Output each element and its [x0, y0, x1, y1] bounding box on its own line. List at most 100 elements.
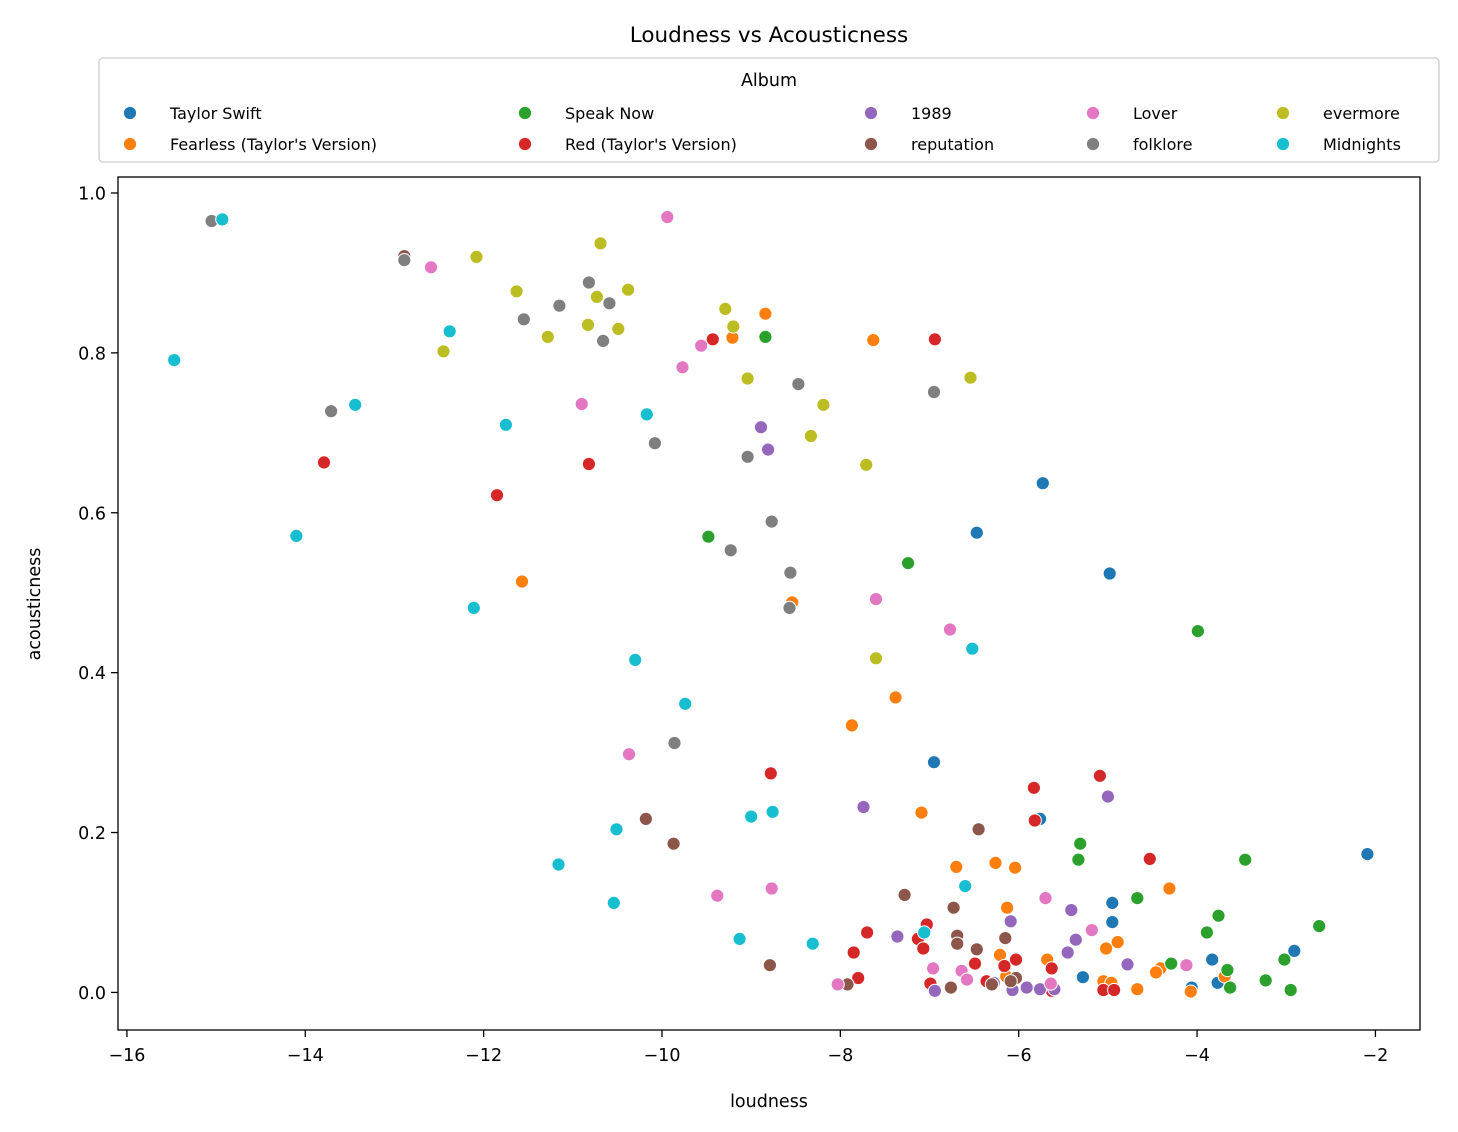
legend-items: Taylor Swift Fearless (Taylor's Version) S… — [122, 104, 1401, 154]
data-point — [581, 275, 597, 290]
data-point — [988, 855, 1003, 871]
x-tick-label: −12 — [465, 1046, 502, 1066]
data-point — [1003, 974, 1018, 989]
data-point — [723, 543, 738, 558]
data-point — [984, 977, 1000, 992]
data-point — [946, 900, 961, 915]
data-point — [969, 942, 984, 957]
data-point — [509, 284, 524, 299]
data-point — [593, 236, 608, 251]
plot-frame — [117, 176, 1421, 1031]
data-point — [943, 980, 959, 995]
data-point — [926, 384, 942, 400]
legend-marker — [517, 136, 533, 152]
data-point — [1019, 980, 1034, 995]
y-axis-label: acousticness — [25, 548, 45, 661]
legend-marker — [1275, 136, 1291, 152]
data-point — [666, 836, 681, 851]
data-point — [602, 296, 617, 311]
data-point — [1148, 965, 1164, 980]
legend-label: 1989 — [911, 104, 952, 123]
data-point — [1220, 962, 1235, 978]
data-point — [958, 879, 973, 894]
data-point — [782, 600, 797, 616]
legend-marker — [1085, 105, 1101, 121]
x-axis: −16 −14 −12 −10 −8 −6 −4 −2 — [108, 1030, 1388, 1066]
data-point — [1026, 780, 1042, 795]
data-point — [1199, 925, 1215, 940]
legend-label: Lover — [1133, 104, 1178, 123]
data-point — [764, 514, 779, 529]
data-point — [1312, 919, 1327, 934]
data-point — [753, 420, 769, 435]
x-tick-label: −6 — [1006, 1046, 1032, 1066]
data-point — [763, 766, 778, 781]
data-point — [551, 857, 566, 872]
legend-box — [98, 57, 1440, 163]
data-point — [926, 961, 941, 976]
data-point — [868, 651, 884, 666]
data-point — [423, 260, 439, 275]
data-point — [1179, 958, 1194, 973]
data-point — [846, 945, 861, 960]
data-point — [718, 301, 733, 316]
data-point — [466, 600, 481, 616]
data-point — [215, 212, 230, 227]
data-point — [844, 718, 860, 733]
data-point — [764, 881, 779, 896]
data-point — [758, 306, 773, 321]
legend-label: Midnights — [1323, 135, 1401, 154]
data-point — [489, 488, 505, 503]
data-point — [469, 249, 484, 264]
y-tick-label: 0.4 — [78, 664, 106, 684]
y-axis: 0.0 0.2 0.4 0.6 0.8 1.0 — [78, 184, 118, 1004]
data-point — [1027, 813, 1042, 828]
legend-label: folklore — [1133, 135, 1192, 154]
data-point — [805, 936, 820, 951]
data-point — [581, 456, 597, 472]
data-point — [316, 455, 332, 470]
data-point — [639, 407, 654, 422]
data-point — [761, 442, 776, 457]
data-point — [1238, 852, 1253, 867]
data-point — [901, 556, 916, 571]
data-point — [967, 956, 983, 971]
data-point — [1100, 789, 1116, 804]
data-point — [1092, 768, 1108, 783]
legend-marker — [517, 105, 533, 121]
data-point — [1099, 941, 1114, 956]
legend-label: evermore — [1323, 104, 1400, 123]
data-point — [914, 805, 929, 820]
data-point — [1183, 984, 1198, 999]
y-tick-label: 0.8 — [78, 344, 106, 364]
data-point — [942, 622, 958, 637]
data-point — [765, 804, 780, 819]
legend-marker — [863, 105, 879, 121]
data-point — [740, 371, 755, 386]
data-point — [1142, 851, 1157, 867]
legend-marker — [1085, 136, 1101, 152]
data-point — [816, 397, 831, 412]
data-point — [950, 936, 965, 951]
x-tick-label: −8 — [827, 1046, 853, 1066]
data-point — [1287, 943, 1302, 959]
data-point — [1162, 881, 1177, 896]
data-point — [167, 353, 182, 368]
data-point — [965, 641, 980, 656]
data-point — [1205, 952, 1220, 967]
data-point — [740, 449, 755, 464]
data-point — [1000, 900, 1015, 915]
data-point — [516, 312, 531, 327]
data-point — [675, 360, 690, 375]
chart-title: Loudness vs Acousticness — [630, 23, 909, 48]
data-point — [762, 958, 778, 973]
data-point — [997, 958, 1012, 974]
data-point — [1360, 847, 1375, 862]
data-point — [596, 333, 611, 348]
data-point — [1008, 952, 1024, 967]
legend: Album Taylor Swift Fearless (Taylor's Ver… — [98, 57, 1440, 163]
legend-label: Red (Taylor's Version) — [565, 135, 737, 154]
x-tick-label: −10 — [644, 1046, 681, 1066]
data-point — [959, 972, 975, 987]
